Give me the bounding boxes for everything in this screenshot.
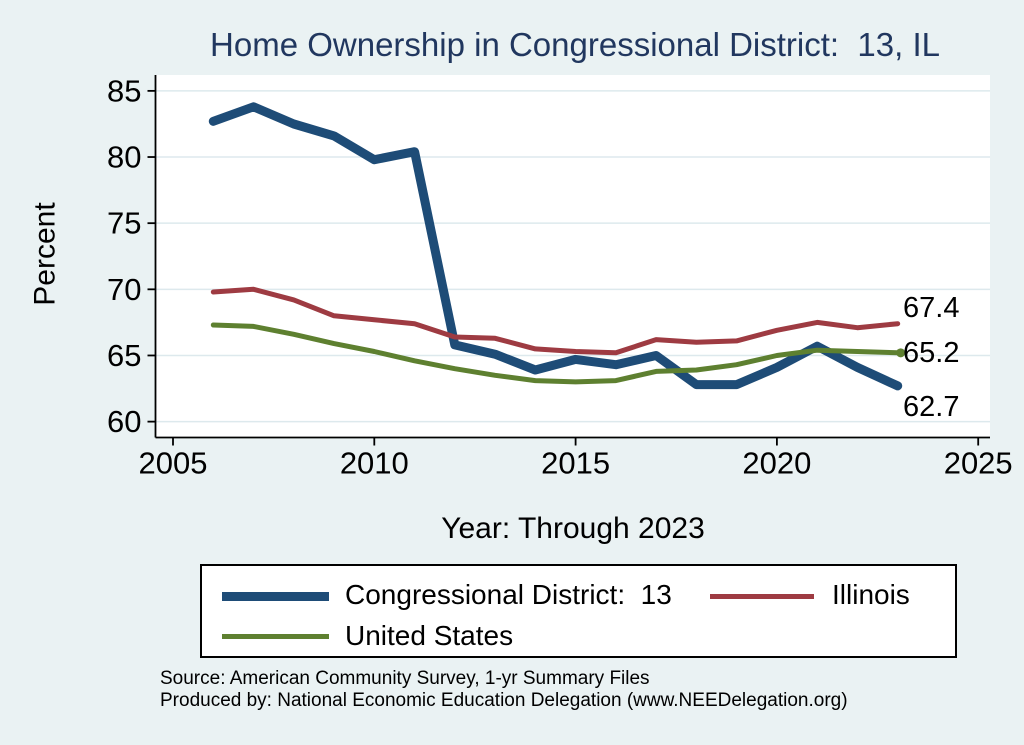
legend-swatch-illinois bbox=[710, 594, 814, 599]
source-notes: Source: American Community Survey, 1-yr … bbox=[160, 668, 848, 712]
y-tick-label-85: 85 bbox=[107, 73, 141, 108]
plot-background bbox=[155, 75, 990, 438]
legend: Congressional District: 13 Illinois Unit… bbox=[200, 564, 957, 658]
y-tick-label-80: 80 bbox=[107, 140, 141, 175]
x-tick-label-2010: 2010 bbox=[340, 446, 409, 481]
chart-plot-area: 60 65 70 75 80 85 2005 2010 2015 2020 2025 bbox=[107, 73, 1013, 481]
end-value-label-district-13: 62.7 bbox=[903, 391, 960, 423]
chart-title: Home Ownership in Congressional District… bbox=[210, 26, 940, 63]
produced-by-line: Produced by: National Economic Education… bbox=[160, 690, 848, 711]
end-value-label-illinois: 67.4 bbox=[903, 292, 960, 324]
y-tick-label-60: 60 bbox=[107, 404, 141, 439]
end-value-label-united-states: 65.2 bbox=[903, 337, 960, 369]
legend-label-united-states: United States bbox=[345, 620, 514, 651]
series-end-dot-united-states bbox=[896, 348, 906, 358]
y-tick-label-75: 75 bbox=[107, 206, 141, 241]
y-axis-title: Percent bbox=[28, 202, 62, 306]
x-tick-label-2015: 2015 bbox=[541, 446, 610, 481]
x-tick-label-2025: 2025 bbox=[944, 446, 1013, 481]
y-tick-label-70: 70 bbox=[107, 272, 141, 307]
legend-label-district-13: Congressional District: 13 bbox=[345, 579, 672, 610]
legend-label-illinois: Illinois bbox=[832, 579, 910, 610]
source-line: Source: American Community Survey, 1-yr … bbox=[160, 668, 650, 689]
x-tick-label-2020: 2020 bbox=[742, 446, 811, 481]
x-tick-label-2005: 2005 bbox=[139, 446, 208, 481]
series-line-illinois bbox=[210, 286, 901, 356]
series-line-congressional-district-13 bbox=[208, 102, 903, 391]
legend-swatch-united-states bbox=[222, 634, 329, 639]
legend-swatch-district-13 bbox=[222, 592, 329, 601]
y-tick-label-65: 65 bbox=[107, 338, 141, 373]
x-axis-title: Year: Through 2023 bbox=[441, 512, 705, 545]
series-line-united-states bbox=[210, 322, 901, 385]
